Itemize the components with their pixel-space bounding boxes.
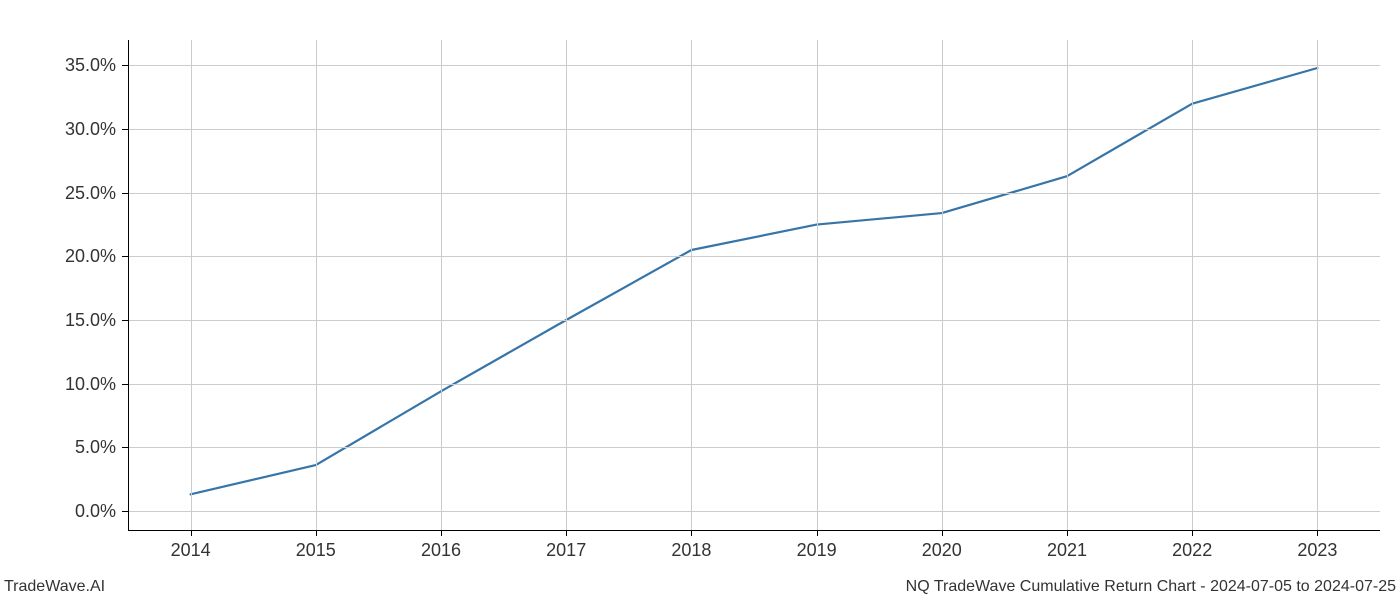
return-line xyxy=(191,68,1318,494)
x-tick-label: 2014 xyxy=(171,540,211,561)
grid-line-vertical xyxy=(1067,40,1068,530)
grid-line-vertical xyxy=(566,40,567,530)
grid-line-horizontal xyxy=(128,320,1380,321)
grid-line-vertical xyxy=(1317,40,1318,530)
footer-left-label: TradeWave.AI xyxy=(4,578,105,596)
x-tick-label: 2021 xyxy=(1047,540,1087,561)
grid-line-horizontal xyxy=(128,129,1380,130)
grid-line-horizontal xyxy=(128,447,1380,448)
x-tick-label: 2020 xyxy=(922,540,962,561)
y-tick-label: 10.0% xyxy=(0,374,116,395)
x-tick-label: 2023 xyxy=(1297,540,1337,561)
y-tick-label: 25.0% xyxy=(0,183,116,204)
x-tick-label: 2018 xyxy=(671,540,711,561)
grid-line-horizontal xyxy=(128,384,1380,385)
grid-line-horizontal xyxy=(128,65,1380,66)
x-axis-line xyxy=(128,530,1380,531)
y-axis-line xyxy=(128,40,129,530)
x-tick-label: 2015 xyxy=(296,540,336,561)
y-tick-label: 20.0% xyxy=(0,246,116,267)
grid-line-horizontal xyxy=(128,256,1380,257)
grid-line-horizontal xyxy=(128,511,1380,512)
y-tick-label: 0.0% xyxy=(0,501,116,522)
footer-right-label: NQ TradeWave Cumulative Return Chart - 2… xyxy=(906,578,1396,596)
chart-container: TradeWave.AI NQ TradeWave Cumulative Ret… xyxy=(0,0,1400,600)
grid-line-vertical xyxy=(691,40,692,530)
y-tick-label: 35.0% xyxy=(0,55,116,76)
grid-line-vertical xyxy=(441,40,442,530)
grid-line-vertical xyxy=(942,40,943,530)
x-tick-label: 2019 xyxy=(797,540,837,561)
grid-line-horizontal xyxy=(128,193,1380,194)
grid-line-vertical xyxy=(316,40,317,530)
x-tick-label: 2016 xyxy=(421,540,461,561)
y-tick-label: 15.0% xyxy=(0,310,116,331)
grid-line-vertical xyxy=(191,40,192,530)
y-tick-label: 30.0% xyxy=(0,119,116,140)
x-tick-label: 2022 xyxy=(1172,540,1212,561)
x-tick-label: 2017 xyxy=(546,540,586,561)
grid-line-vertical xyxy=(817,40,818,530)
y-tick-label: 5.0% xyxy=(0,437,116,458)
grid-line-vertical xyxy=(1192,40,1193,530)
